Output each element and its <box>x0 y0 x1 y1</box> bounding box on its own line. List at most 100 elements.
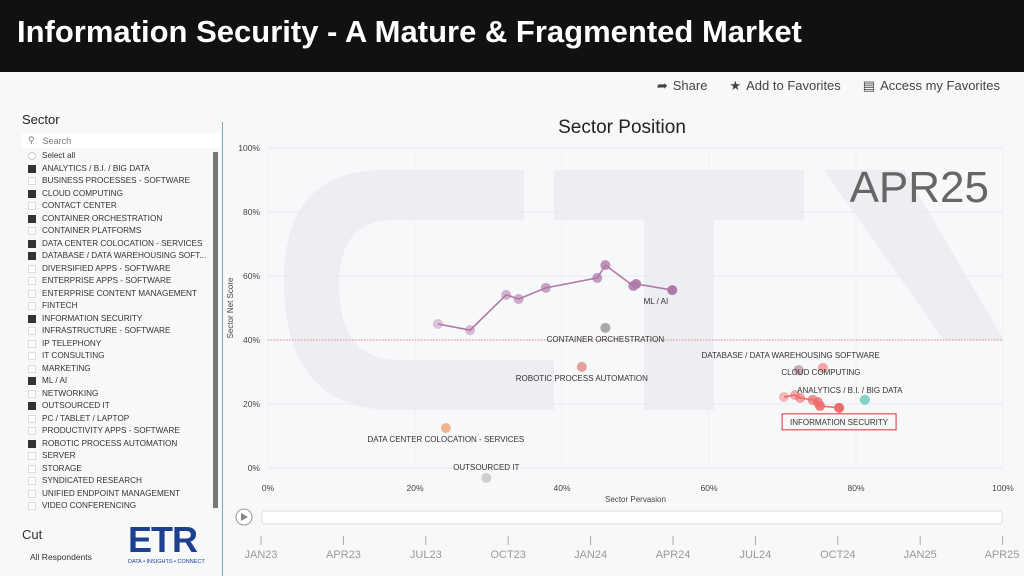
checkbox[interactable] <box>28 289 36 298</box>
checkbox[interactable] <box>28 439 36 448</box>
checkbox[interactable] <box>28 189 36 198</box>
series-robotic-process-automation <box>576 361 587 372</box>
data-point[interactable] <box>432 319 443 329</box>
y-tick-label: 60% <box>243 271 260 281</box>
checkbox[interactable] <box>28 464 36 473</box>
checkbox[interactable] <box>28 364 36 373</box>
sector-checkbox-item[interactable]: STORAGE <box>22 463 212 476</box>
point-label: ROBOTIC PROCESS AUTOMATION <box>516 374 648 383</box>
sector-checkbox-item[interactable]: MARKETING <box>22 363 212 376</box>
data-point[interactable] <box>501 289 512 300</box>
data-point[interactable] <box>834 402 845 413</box>
checkbox[interactable] <box>28 314 36 323</box>
sector-checkbox-item[interactable]: OUTSOURCED IT <box>22 400 212 413</box>
data-point[interactable] <box>540 282 551 293</box>
sector-checkbox-item[interactable]: CONTACT CENTER <box>22 200 212 213</box>
data-point[interactable] <box>631 279 642 289</box>
sector-checkbox-item[interactable]: SYNDICATED RESEARCH <box>22 475 212 488</box>
share-button[interactable]: ➦ Share <box>657 78 708 94</box>
timeline-label: APR25 <box>985 549 1020 561</box>
sector-checkbox-item[interactable]: INFORMATION SECURITY <box>22 313 212 326</box>
checkbox[interactable] <box>28 252 36 261</box>
checkbox[interactable] <box>28 377 36 386</box>
checkbox[interactable] <box>28 402 36 411</box>
checkbox[interactable] <box>28 489 36 498</box>
access-favorites-button[interactable]: ▤ Access my Favorites <box>863 78 1000 94</box>
data-point[interactable] <box>817 362 828 373</box>
data-point[interactable] <box>667 285 678 296</box>
select-all-checkbox[interactable]: Select all <box>22 150 212 163</box>
checkbox[interactable] <box>28 239 36 248</box>
sector-checkbox-item[interactable]: CONTAINER ORCHESTRATION <box>22 213 212 226</box>
checkbox[interactable] <box>28 214 36 223</box>
sector-checkbox-item[interactable]: IT CONSULTING <box>22 350 212 363</box>
add-favorites-button[interactable]: ★ Add to Favorites <box>729 78 840 94</box>
checkbox[interactable] <box>28 164 36 173</box>
checkbox[interactable] <box>28 302 36 311</box>
sector-checkbox-item[interactable]: PC / TABLET / LAPTOP <box>22 413 212 426</box>
checkbox[interactable] <box>28 452 36 461</box>
series-ml-ai <box>432 260 678 336</box>
data-point[interactable] <box>793 365 804 376</box>
data-point[interactable] <box>778 391 789 402</box>
checkbox[interactable] <box>28 414 36 423</box>
timeline-label: JAN23 <box>244 549 277 561</box>
timeline-label: APR24 <box>656 549 691 561</box>
data-point[interactable] <box>814 400 825 411</box>
checkbox[interactable] <box>28 177 36 186</box>
point-label-group: DATA CENTER COLOCATION - SERVICES <box>367 435 524 444</box>
data-point[interactable] <box>481 472 492 483</box>
timeline-slider[interactable] <box>261 510 1003 525</box>
sector-checkbox-item[interactable]: ENTERPRISE CONTENT MANAGEMENT <box>22 288 212 301</box>
star-icon: ★ <box>729 78 742 93</box>
checkbox[interactable] <box>28 427 36 436</box>
data-point[interactable] <box>859 394 870 405</box>
timeline-label: OCT24 <box>820 549 855 561</box>
scrollbar[interactable] <box>213 152 218 508</box>
checkbox[interactable] <box>28 277 36 286</box>
sector-checkbox-item[interactable]: ENTERPRISE APPS - SOFTWARE <box>22 275 212 288</box>
checkbox[interactable] <box>28 477 36 486</box>
sector-checkbox-item[interactable]: ANALYTICS / B.I. / BIG DATA <box>22 163 212 176</box>
sector-filter: Sector ⚲ Search Select all ANALYTICS / B.… <box>22 112 220 514</box>
data-point[interactable] <box>576 361 587 372</box>
svg-text:DATA • INSIGHTS • CONNECT: DATA • INSIGHTS • CONNECT <box>128 559 205 565</box>
data-point[interactable] <box>440 423 451 433</box>
sector-checkbox-item[interactable]: SERVER <box>22 450 212 463</box>
sector-checkbox-item[interactable]: IP TELEPHONY <box>22 338 212 351</box>
sector-search-input[interactable]: ⚲ Search <box>22 133 220 148</box>
checkbox[interactable] <box>28 352 36 361</box>
sector-checkbox-item[interactable]: DATA CENTER COLOCATION - SERVICES <box>22 238 212 251</box>
y-tick-label: 0% <box>248 463 261 473</box>
data-point[interactable] <box>592 272 603 283</box>
data-point[interactable] <box>600 260 611 271</box>
sector-checkbox-item[interactable]: ROBOTIC PROCESS AUTOMATION <box>22 438 212 451</box>
sector-checkbox-item[interactable]: ML / AI <box>22 375 212 388</box>
checkbox[interactable] <box>28 227 36 236</box>
data-point[interactable] <box>795 392 806 403</box>
checkbox[interactable] <box>28 339 36 348</box>
checkbox[interactable] <box>28 327 36 336</box>
cut-select[interactable]: All Respondents <box>30 552 92 562</box>
checkbox[interactable] <box>28 264 36 273</box>
sector-checkbox-item[interactable]: DIVERSIFIED APPS - SOFTWARE <box>22 263 212 276</box>
checkbox[interactable] <box>28 389 36 398</box>
data-point[interactable] <box>513 294 524 305</box>
sector-checkbox-item[interactable]: NETWORKING <box>22 388 212 401</box>
sector-checkbox-item[interactable]: DATABASE / DATA WAREHOUSING SOFT... <box>22 250 212 263</box>
sector-checkbox-item[interactable]: INFRASTRUCTURE - SOFTWARE <box>22 325 212 338</box>
sector-checkbox-item[interactable]: VIDEO CONFERENCING <box>22 500 212 513</box>
data-point[interactable] <box>465 325 476 336</box>
sector-checkbox-item[interactable]: CONTAINER PLATFORMS <box>22 225 212 238</box>
svg-text:ETR: ETR <box>128 520 198 560</box>
checkbox[interactable] <box>28 502 36 511</box>
sector-checkbox-item[interactable]: PRODUCTIVITY APPS - SOFTWARE <box>22 425 212 438</box>
sector-checkbox-item[interactable]: BUSINESS PROCESSES - SOFTWARE <box>22 175 212 188</box>
sector-checkbox-item[interactable]: FINTECH <box>22 300 212 313</box>
x-tick-label: 40% <box>553 483 570 493</box>
sector-label: PC / TABLET / LAPTOP <box>42 413 130 423</box>
sector-checkbox-item[interactable]: UNIFIED ENDPOINT MANAGEMENT <box>22 488 212 501</box>
checkbox[interactable] <box>28 202 36 211</box>
sector-checkbox-item[interactable]: CLOUD COMPUTING <box>22 188 212 201</box>
data-point[interactable] <box>600 322 611 333</box>
